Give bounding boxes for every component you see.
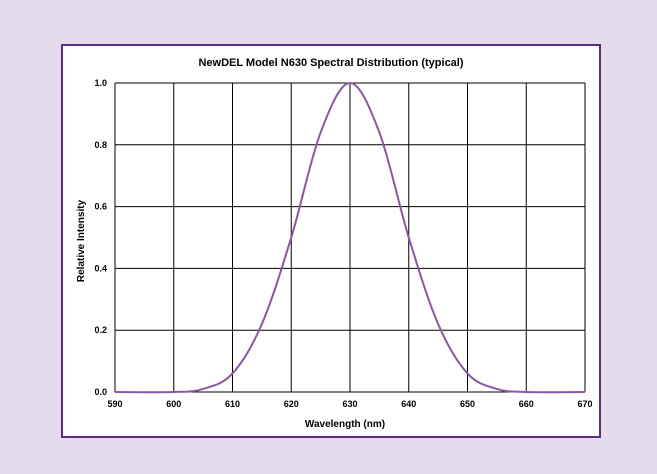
chart-frame: NewDEL Model N630 Spectral Distribution … [61,44,601,438]
series-line [114,81,586,394]
x-tick-label: 590 [107,399,122,409]
y-tick-label: 0.8 [94,140,107,150]
chart-title: NewDEL Model N630 Spectral Distribution … [198,57,463,69]
y-axis-ticks: 0.0 0.2 0.4 0.6 0.8 1.0 [94,78,107,397]
x-tick-label: 670 [577,399,592,409]
y-tick-label: 0.0 [94,387,107,397]
x-axis-title: Wavelength (nm) [305,419,385,430]
grid [114,82,586,393]
y-axis-title: Relative Intensity [76,199,87,282]
x-tick-label: 660 [519,399,534,409]
x-tick-label: 650 [460,399,475,409]
x-tick-label: 610 [225,399,240,409]
y-tick-label: 0.2 [94,325,107,335]
x-axis-ticks: 590 600 610 620 630 640 650 660 670 [107,399,592,409]
y-tick-label: 0.4 [94,263,107,273]
x-tick-label: 620 [284,399,299,409]
y-tick-label: 0.6 [94,202,107,212]
spectral-chart: NewDEL Model N630 Spectral Distribution … [76,57,593,430]
x-tick-label: 640 [401,399,416,409]
x-tick-label: 600 [166,399,181,409]
y-tick-label: 1.0 [94,78,107,88]
x-tick-label: 630 [342,399,357,409]
